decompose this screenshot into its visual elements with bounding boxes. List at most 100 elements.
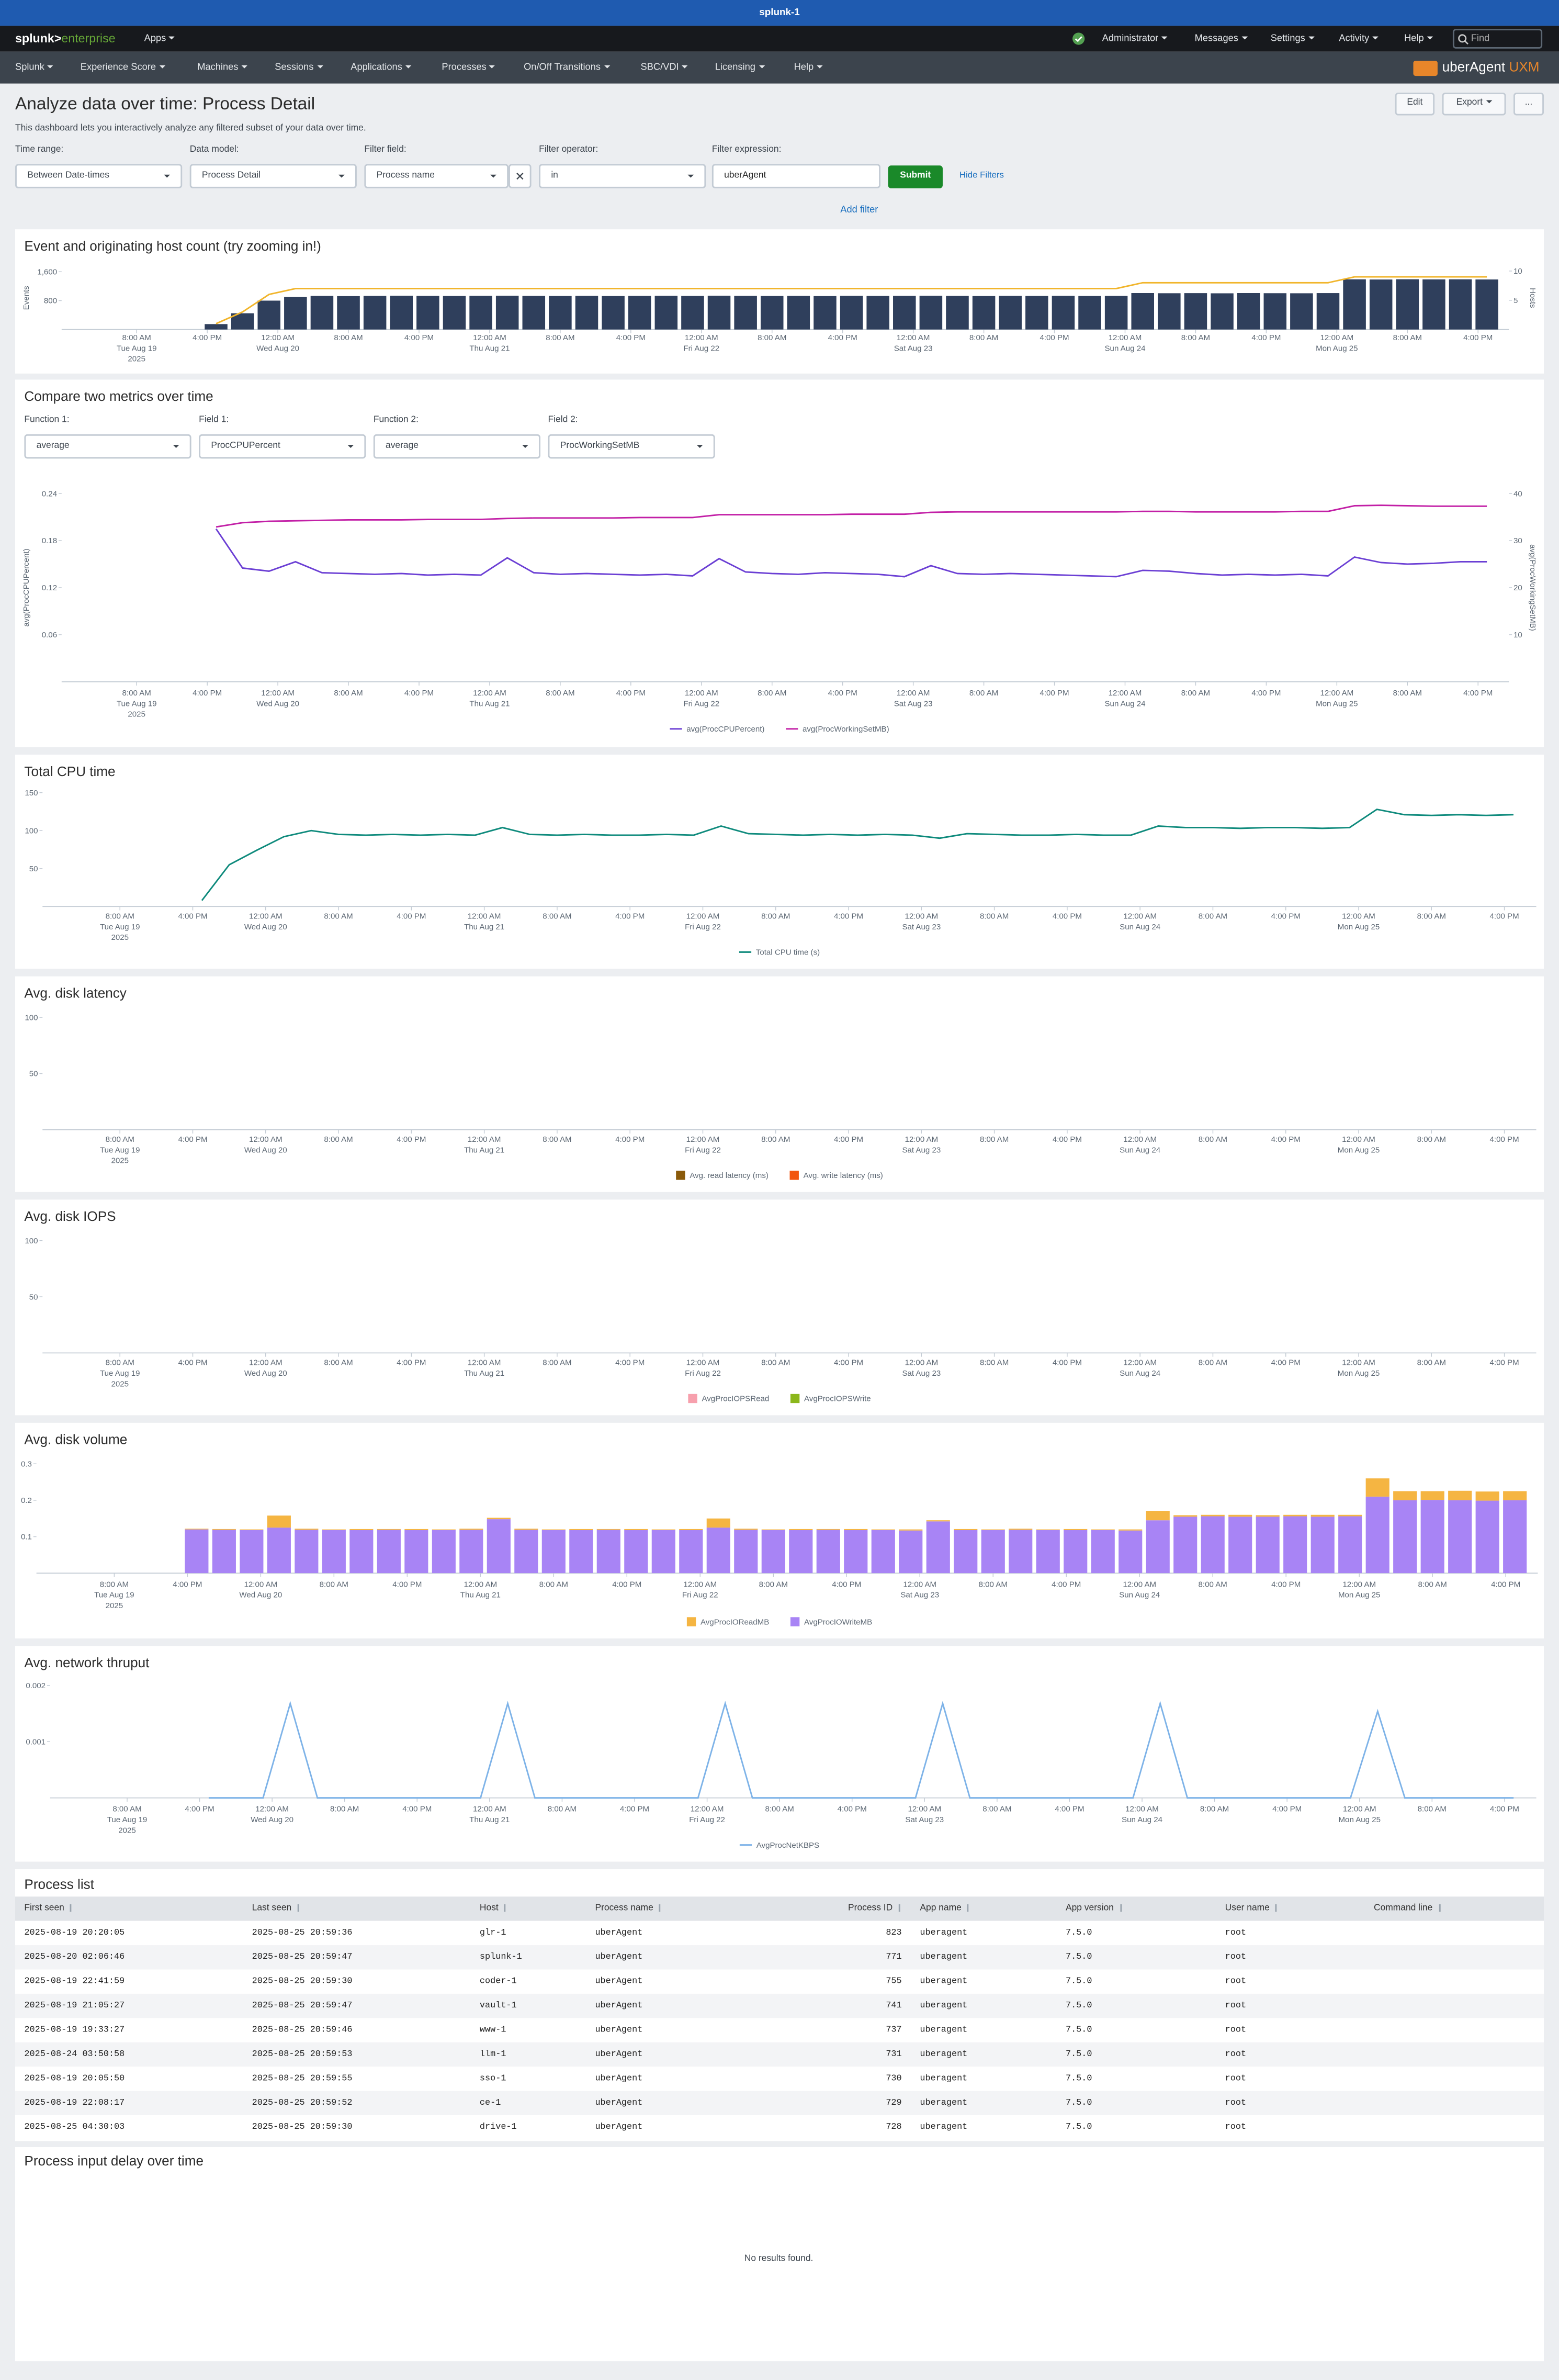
x-tick-label: 4:00 PM [404,689,434,698]
table-cell: glr-1 [479,1927,506,1938]
x-tick-label: 4:00 PM [1490,1359,1519,1367]
dashboard-button[interactable]: ... [1513,93,1544,116]
app-nav-item[interactable]: Processes [442,52,495,84]
table-cell: uberAgent [595,2024,643,2035]
x-tick-label: 8:00 AM [1418,1580,1447,1589]
bar [295,1529,319,1530]
y-tick-label: 1,600 [37,268,57,277]
table-cell: 2025-08-25 20:59:52 [252,2097,353,2108]
input-field[interactable]: ProcWorkingSetMB [548,434,715,459]
legend-swatch [686,1617,696,1626]
bar [651,1530,675,1574]
dashboard-button[interactable]: Export [1442,93,1506,116]
x-tick-label: Thu Aug 21 [464,1369,504,1378]
bar [706,1518,730,1528]
table-cell: 741 [886,2000,902,2011]
app-nav-item[interactable]: Experience Score [81,52,165,84]
x-tick-label: 4:00 PM [1491,1580,1520,1589]
column-header[interactable]: Command line [1365,1896,1544,1921]
app-nav-item[interactable]: Sessions [275,52,323,84]
x-tick-label: Wed Aug 20 [239,1591,282,1600]
app-nav-item[interactable]: Help [794,52,823,84]
apps-menu[interactable]: Apps [144,26,175,51]
brand[interactable]: splunk>enterprise [15,26,116,51]
table-cell: 7.5.0 [1065,2072,1092,2084]
column-header[interactable]: Process ID [762,1896,911,1921]
bar [295,1530,319,1574]
x-tick-label: Mon Aug 25 [1339,1815,1381,1824]
table-cell: root [1225,2072,1247,2084]
app-nav-item[interactable]: Machines [197,52,247,84]
submit-button[interactable]: Submit [888,165,943,188]
bar [624,1530,648,1574]
bar [575,296,598,330]
app-nav-item[interactable]: Applications [351,52,411,84]
input-field[interactable]: Process Detail [189,164,357,188]
add-filter-link[interactable]: Add filter [840,205,878,216]
x-tick-label: 4:00 PM [616,333,646,342]
hide-filters-link[interactable]: Hide Filters [959,171,1004,181]
clear-button[interactable] [509,164,532,188]
user-menu-item[interactable]: Settings [1271,26,1314,51]
bar [999,296,1022,330]
column-header[interactable]: Process name [586,1896,762,1921]
bar [1393,1491,1417,1500]
user-menu-item[interactable]: Activity [1339,26,1378,51]
bar [844,1530,868,1574]
clear-icon [516,172,524,180]
user-menu-item[interactable]: Messages [1195,26,1248,51]
x-tick-label: 8:00 AM [982,1805,1011,1814]
bar [212,1530,236,1574]
input-field[interactable]: uberAgent [711,164,880,188]
column-header[interactable]: Host [471,1896,586,1921]
bar [761,1530,785,1574]
x-tick-label: 4:00 PM [615,1135,645,1144]
x-tick-label: Sun Aug 24 [1105,344,1146,353]
input-field[interactable]: in [539,164,706,188]
column-header[interactable]: Last seen [243,1896,470,1921]
x-tick-label: 12:00 AM [905,1135,938,1144]
app-nav-item[interactable]: SBC/VDI [641,52,688,84]
table-cell: root [1225,2048,1247,2059]
app-nav-item[interactable]: Splunk [15,52,53,84]
input-field[interactable]: Between Date-times [15,164,183,188]
input-field[interactable]: ProcCPUPercent [199,434,366,459]
y-tick-label: 0.12 [42,583,57,592]
x-tick-label: 8:00 AM [546,333,574,342]
bar [1201,1516,1225,1574]
app-nav-item[interactable]: On/Off Transitions [524,52,609,84]
bar [1475,279,1498,330]
panel-title: Total CPU time [24,764,115,779]
x-tick-label: 12:00 AM [905,912,938,921]
table-cell: www-1 [479,2024,506,2035]
bar [416,296,439,330]
app-nav-item[interactable]: Licensing [715,52,765,84]
user-menu-item[interactable]: Administrator [1102,26,1168,51]
bar [871,1530,895,1574]
column-header[interactable]: User name [1216,1896,1364,1921]
x-tick-label: 12:00 AM [468,1359,501,1367]
x-tick-label: 8:00 AM [980,912,1009,921]
column-header[interactable]: App version [1057,1896,1216,1921]
bar [866,296,889,330]
table-cell: 2025-08-19 20:20:05 [24,1927,125,1938]
bar [1146,1511,1170,1521]
x-tick-label: Thu Aug 21 [469,699,510,708]
input-field[interactable]: average [24,434,191,459]
search-icon [1458,33,1468,44]
user-menu-item[interactable]: Help [1404,26,1433,51]
column-header[interactable]: App name [911,1896,1057,1921]
column-header[interactable]: First seen [15,1896,243,1921]
bar [1064,1530,1088,1574]
table-cell: uberagent [920,2000,968,2011]
x-tick-label: Wed Aug 20 [244,1146,287,1154]
table-cell: uberAgent [595,1951,643,1962]
dashboard-button[interactable]: Edit [1395,93,1435,116]
search-box[interactable] [1452,29,1543,49]
health-icon[interactable] [1072,32,1086,46]
table-cell: llm-1 [479,2048,506,2059]
input-field[interactable]: average [373,434,541,459]
panel [15,755,1544,969]
input-field[interactable]: Process name [364,164,509,188]
bar [1343,279,1366,330]
